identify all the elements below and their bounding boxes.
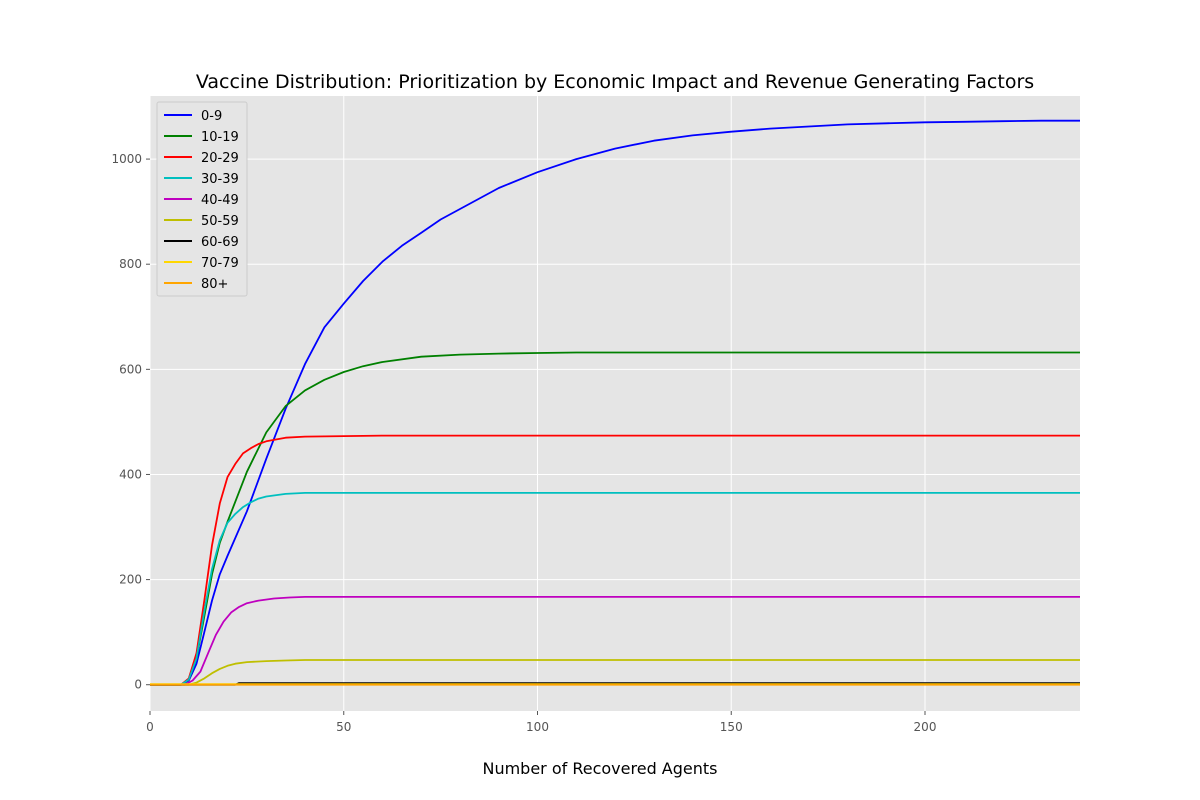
series-line-30-39 — [150, 491, 1080, 686]
axis-ticks: 0 50 100 150 200 0 200 400 600 800 1000 — [111, 152, 936, 734]
series-line-40-49 — [150, 596, 1080, 686]
series-line-20-29 — [150, 434, 1080, 686]
x-axis-label: Number of Recovered Agents — [482, 759, 717, 778]
legend-label-80+: 80+ — [201, 277, 228, 292]
legend-box — [156, 101, 248, 297]
x-tick-label: 50 — [336, 720, 351, 734]
y-tick-label: 400 — [119, 467, 142, 481]
y-tick-label: 800 — [119, 257, 142, 271]
y-tick-label: 1000 — [111, 152, 142, 166]
x-tick-label: 150 — [720, 720, 743, 734]
x-tick-label: 200 — [914, 720, 937, 734]
x-tick-label: 100 — [526, 720, 549, 734]
legend-label-20-29: 20-29 — [201, 151, 239, 166]
chart-title: Vaccine Distribution: Prioritization by … — [196, 71, 1034, 93]
series-line-50-59 — [150, 659, 1080, 686]
legend-label-30-39: 30-39 — [201, 172, 239, 187]
legend-label-50-59: 50-59 — [201, 214, 239, 229]
series-line-0-9 — [150, 119, 1080, 686]
y-tick-label: 600 — [119, 362, 142, 376]
legend-label-60-69: 60-69 — [201, 235, 239, 250]
legend-label-70-79: 70-79 — [201, 256, 239, 271]
legend-label-0-9: 0-9 — [201, 109, 222, 124]
y-tick-label: 200 — [119, 573, 142, 587]
legend-label-40-49: 40-49 — [201, 193, 239, 208]
grid-lines — [149, 96, 1080, 711]
x-tick-label: 0 — [146, 720, 154, 734]
legend: 0-9 10-19 20-29 30-39 40-49 50-59 60-69 70-79 80… — [156, 101, 248, 297]
legend-label-10-19: 10-19 — [201, 130, 239, 145]
series-lines — [150, 119, 1080, 686]
y-tick-label: 0 — [134, 678, 142, 692]
